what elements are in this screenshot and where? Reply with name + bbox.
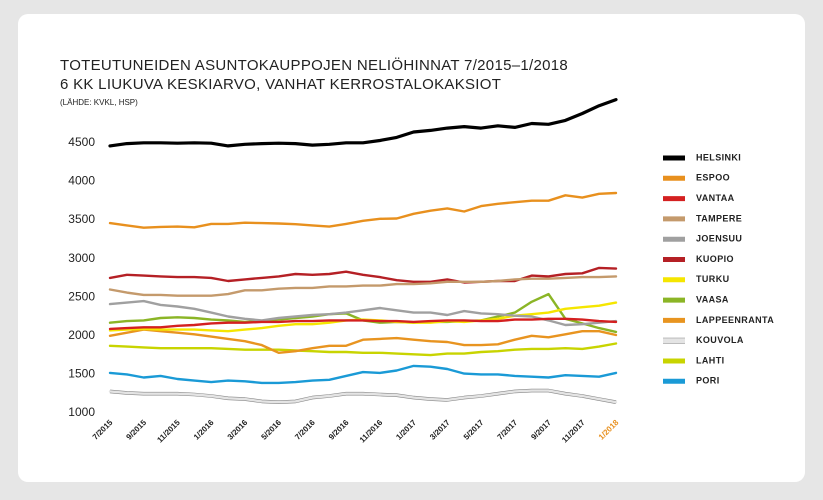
series-line xyxy=(108,266,618,284)
legend-label: TURKU xyxy=(696,274,730,284)
legend-label: HELSINKI xyxy=(696,152,741,162)
legend-label: KUOPIO xyxy=(696,254,734,264)
chart-subtitle: 6 KK LIUKUVA KESKIARVO, VANHAT KERROSTAL… xyxy=(60,76,501,93)
y-tick-label: 1500 xyxy=(68,367,95,381)
series-line xyxy=(108,342,618,357)
legend-label: LAHTI xyxy=(696,355,725,365)
legend-label: VANTAA xyxy=(696,193,735,203)
series-line xyxy=(108,275,618,297)
legend-label: PORI xyxy=(696,376,720,386)
legend-label: KOUVOLA xyxy=(696,335,744,345)
y-tick-label: 4000 xyxy=(68,174,95,188)
legend-label: LAPPEENRANTA xyxy=(696,315,774,325)
series-line xyxy=(108,317,618,331)
y-tick-label: 1000 xyxy=(68,405,95,419)
legend-label: VAASA xyxy=(696,294,729,304)
source: (LÄHDE: KVKL, HSP) xyxy=(60,98,138,107)
y-tick-label: 3500 xyxy=(68,212,95,226)
card xyxy=(18,14,805,482)
y-tick-label: 4500 xyxy=(68,135,95,149)
legend-label: TAMPERE xyxy=(696,213,742,223)
series-line xyxy=(108,328,618,354)
y-tick-label: 2000 xyxy=(68,328,95,342)
series-line xyxy=(108,364,618,385)
y-tick-label: 3000 xyxy=(68,251,95,265)
series-line xyxy=(108,191,618,229)
legend-label: JOENSUU xyxy=(696,234,742,244)
y-tick-label: 2500 xyxy=(68,289,95,303)
legend-label: ESPOO xyxy=(696,173,730,183)
series-line xyxy=(108,299,618,327)
series-line xyxy=(108,389,618,404)
chart-title: TOTEUTUNEIDEN ASUNTOKAUPPOJEN NELIÖHINNA… xyxy=(60,56,568,74)
series-line xyxy=(108,97,618,148)
